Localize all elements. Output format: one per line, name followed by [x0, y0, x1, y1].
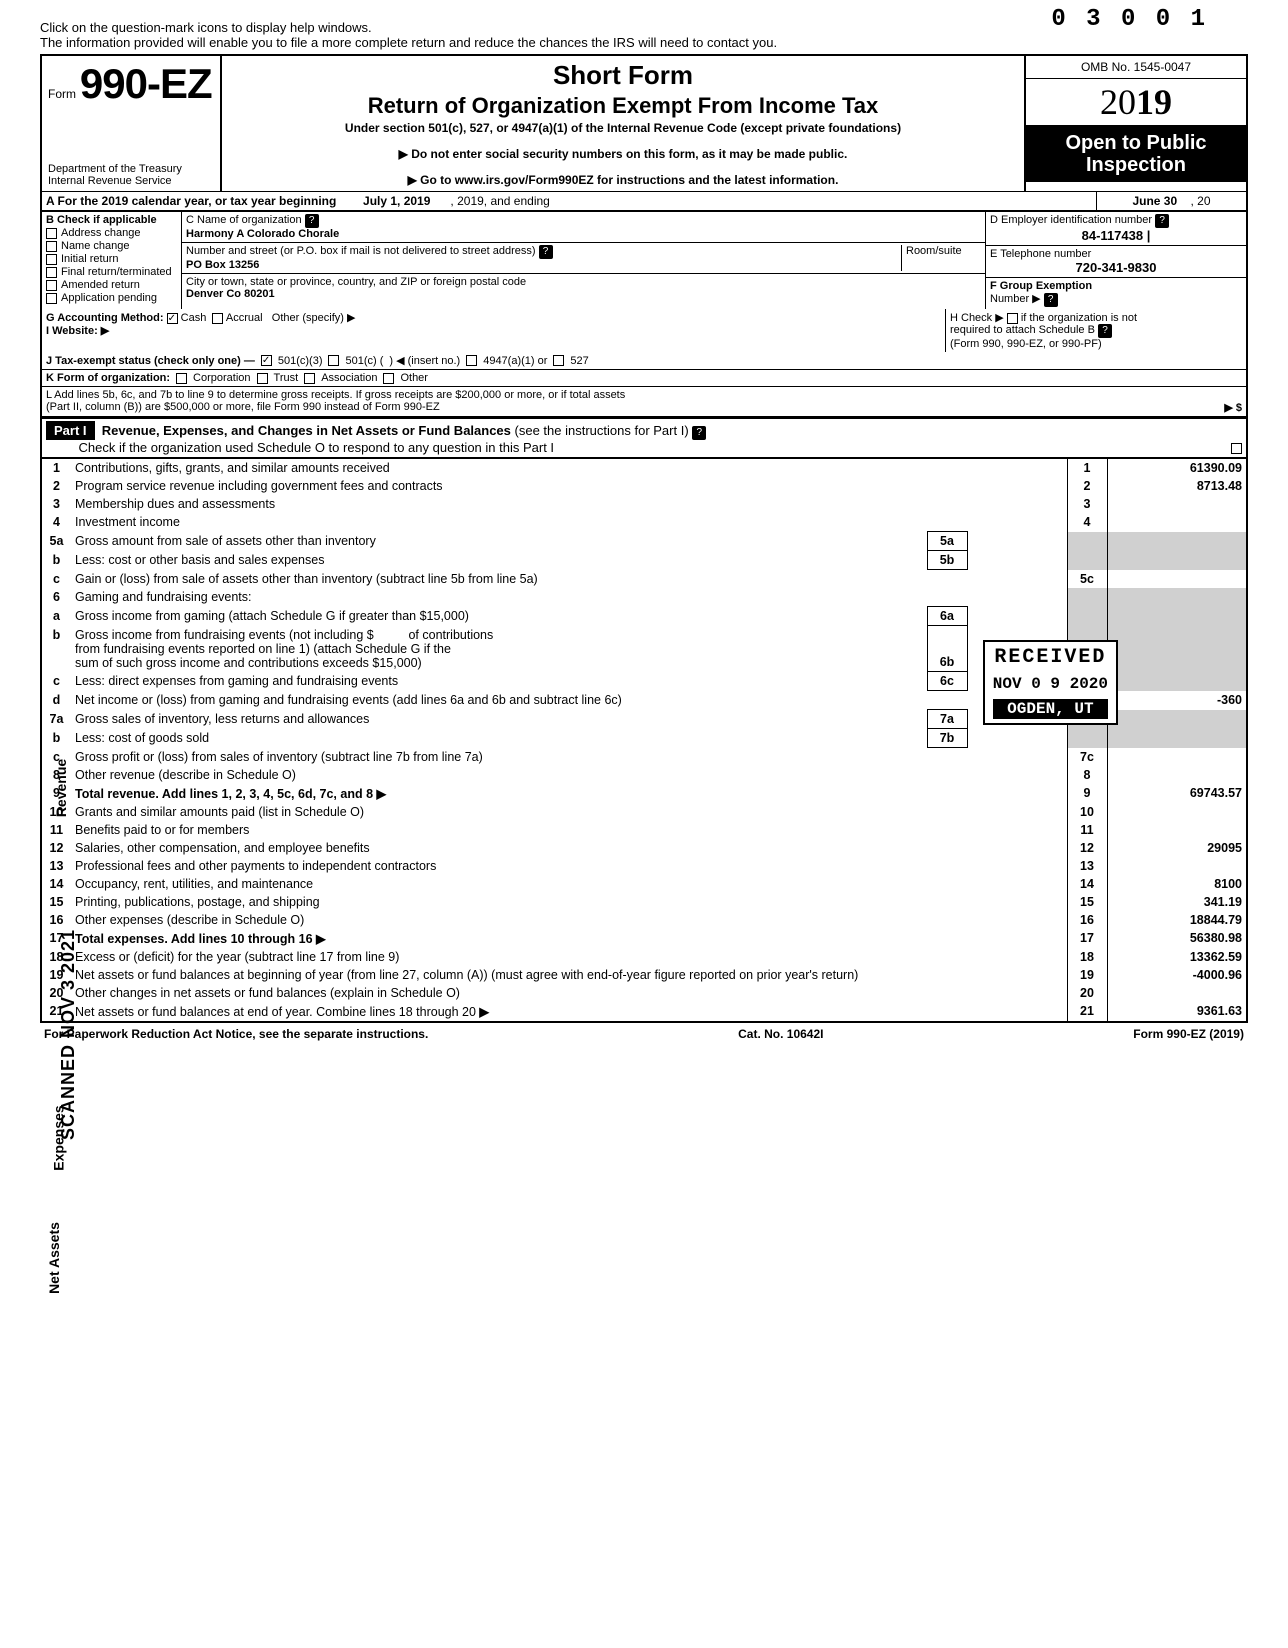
identity-block: B Check if applicable Address change Nam…: [40, 212, 1248, 309]
help-icon[interactable]: ?: [1155, 214, 1169, 228]
ssn-warning: ▶ Do not enter social security numbers o…: [230, 147, 1016, 161]
form-header: Form 990-EZ Department of the Treasury I…: [40, 54, 1248, 191]
g-label: G Accounting Method:: [46, 312, 164, 324]
goto-instruction: ▶ Go to www.irs.gov/Form990EZ for instru…: [230, 173, 1016, 187]
dept-irs: Internal Revenue Service: [48, 175, 214, 187]
subtitle: Under section 501(c), 527, or 4947(a)(1)…: [230, 121, 1016, 135]
chk-trust[interactable]: [257, 373, 268, 384]
row-j: J Tax-exempt status (check only one) — 5…: [40, 352, 1248, 370]
chk-corporation[interactable]: [176, 373, 187, 384]
main-title: Return of Organization Exempt From Incom…: [230, 93, 1016, 119]
row-a: A For the 2019 calendar year, or tax yea…: [40, 191, 1248, 212]
dept-treasury: Department of the Treasury: [48, 163, 214, 175]
footer: For Paperwork Reduction Act Notice, see …: [40, 1027, 1248, 1041]
i-label: I Website: ▶: [46, 325, 109, 337]
chk-address-change[interactable]: [46, 228, 57, 239]
open-public-badge: Open to Public Inspection: [1026, 126, 1246, 182]
help-icon[interactable]: ?: [305, 214, 319, 228]
chk-final-return[interactable]: [46, 267, 57, 278]
part1-table: 1Contributions, gifts, grants, and simil…: [40, 459, 1248, 1023]
e-label: E Telephone number: [990, 248, 1091, 260]
phone-value: 720-341-9830: [990, 260, 1242, 275]
city-value: Denver Co 80201: [186, 288, 275, 300]
chk-501c3[interactable]: [261, 355, 272, 366]
chk-527[interactable]: [553, 355, 564, 366]
net-assets-side-label: Net Assets: [46, 1222, 62, 1294]
chk-application-pending[interactable]: [46, 293, 57, 304]
street-value: PO Box 13256: [186, 259, 259, 271]
revenue-side-label: Revenue: [53, 759, 69, 817]
help-icon[interactable]: ?: [1098, 324, 1112, 338]
form-number: 990-EZ: [80, 60, 212, 107]
help-icon[interactable]: ?: [1044, 293, 1058, 307]
room-label: Room/suite: [906, 245, 962, 257]
chk-accrual[interactable]: [212, 313, 223, 324]
help-icon[interactable]: ?: [692, 426, 706, 440]
omb-number: OMB No. 1545-0047: [1026, 56, 1246, 79]
chk-schedule-o[interactable]: [1231, 443, 1242, 454]
help-icon[interactable]: ?: [539, 245, 553, 259]
row-k: K Form of organization: Corporation Trus…: [40, 370, 1248, 387]
chk-501c[interactable]: [328, 355, 339, 366]
chk-other-org[interactable]: [383, 373, 394, 384]
chk-schedule-b[interactable]: [1007, 313, 1018, 324]
short-form-title: Short Form: [230, 60, 1016, 91]
chk-association[interactable]: [304, 373, 315, 384]
row-l: L Add lines 5b, 6c, and 7b to line 9 to …: [40, 387, 1248, 418]
scanned-stamp: SCANNED NOV 3 2021: [58, 929, 79, 1140]
street-label: Number and street (or P.O. box if mail i…: [186, 245, 536, 257]
section-b-header: B Check if applicable: [46, 214, 157, 226]
chk-cash[interactable]: [167, 313, 178, 324]
f-label2: Number ▶: [990, 293, 1041, 305]
chk-amended-return[interactable]: [46, 280, 57, 291]
received-stamp: RECEIVED NOV 0 9 2020 OGDEN, UT: [983, 640, 1118, 725]
c-label: C Name of organization: [186, 214, 302, 226]
ein-value: 84-117438 |: [990, 228, 1242, 243]
chk-initial-return[interactable]: [46, 254, 57, 265]
org-name: Harmony A Colorado Chorale: [186, 228, 339, 240]
f-label: F Group Exemption: [990, 280, 1092, 292]
chk-4947[interactable]: [466, 355, 477, 366]
form-prefix: Form: [48, 87, 76, 101]
d-label: D Employer identification number: [990, 214, 1152, 226]
tax-year: 2019: [1026, 79, 1246, 126]
city-label: City or town, state or province, country…: [186, 276, 526, 288]
chk-name-change[interactable]: [46, 241, 57, 252]
corner-number: 0 3 0 0 1: [1051, 6, 1208, 33]
part1-header: Part I Revenue, Expenses, and Changes in…: [40, 418, 1248, 459]
